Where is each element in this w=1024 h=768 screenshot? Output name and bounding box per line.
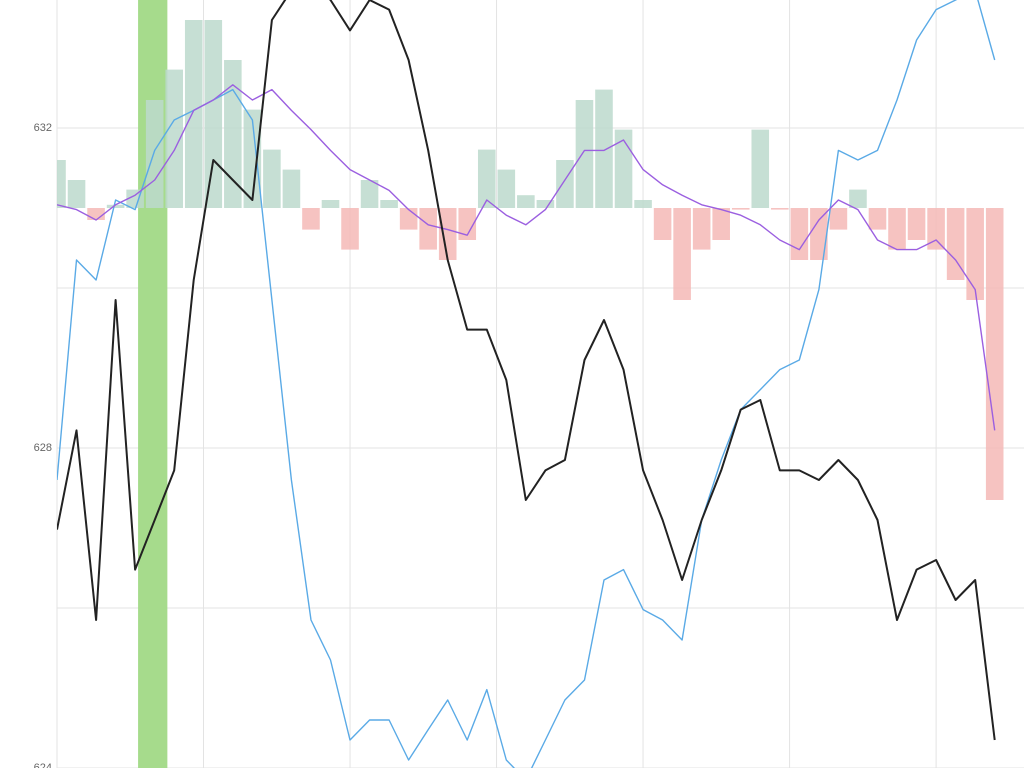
histogram-bar (204, 20, 223, 208)
histogram-bar (341, 208, 359, 250)
histogram-bar (575, 100, 594, 208)
histogram-bar (673, 208, 691, 300)
histogram-bar (184, 20, 203, 208)
histogram-bar (263, 149, 281, 208)
histogram-bar (477, 149, 496, 208)
histogram-bar (87, 208, 105, 220)
histogram-bar (790, 208, 809, 260)
histogram-bar (458, 208, 477, 240)
histogram-bar (614, 129, 633, 208)
histogram-bar (57, 160, 66, 208)
histogram-bar (849, 189, 867, 208)
histogram-bar (106, 204, 125, 208)
histogram-bar (731, 208, 750, 210)
histogram-bar (712, 208, 730, 240)
histogram-bar (653, 208, 672, 240)
series-line (57, 84, 996, 431)
histogram-bar (771, 208, 789, 210)
y-tick-label: 628 (34, 442, 52, 454)
histogram-bar (985, 208, 1004, 500)
histogram-bar (634, 200, 652, 208)
plot-area (57, 0, 1004, 768)
histogram-bar (888, 208, 906, 250)
histogram-bar (751, 129, 770, 208)
histogram-bar (243, 109, 262, 208)
histogram-bar (282, 169, 301, 208)
y-tick-label: 624 (34, 762, 52, 768)
histogram-bar (517, 195, 535, 208)
histogram-bar (536, 200, 555, 208)
histogram-bar (145, 100, 164, 208)
histogram-bar (810, 208, 828, 260)
series-line (57, 0, 996, 741)
histogram-bar (829, 208, 848, 230)
histogram-bar (321, 200, 340, 208)
histogram-bar (556, 160, 574, 208)
histogram-bar (360, 180, 379, 208)
histogram-bar (165, 69, 184, 208)
histogram-bar (692, 208, 711, 250)
y-tick-label: 632 (34, 122, 52, 134)
histogram-bar (67, 180, 86, 208)
histogram-bar (438, 208, 457, 260)
histogram-bar (497, 169, 516, 208)
label-layer: 624 628 632 (34, 122, 52, 768)
histogram-bar (595, 89, 613, 208)
histogram-bar (927, 208, 945, 250)
histogram-bar (399, 208, 418, 230)
histogram-bar (946, 208, 965, 280)
histogram-bar (380, 200, 398, 208)
histogram-bar (966, 208, 984, 300)
histogram-bar (419, 208, 437, 250)
histogram-bar (868, 208, 887, 230)
histogram-bar (907, 208, 926, 240)
histogram-bar (302, 208, 320, 230)
